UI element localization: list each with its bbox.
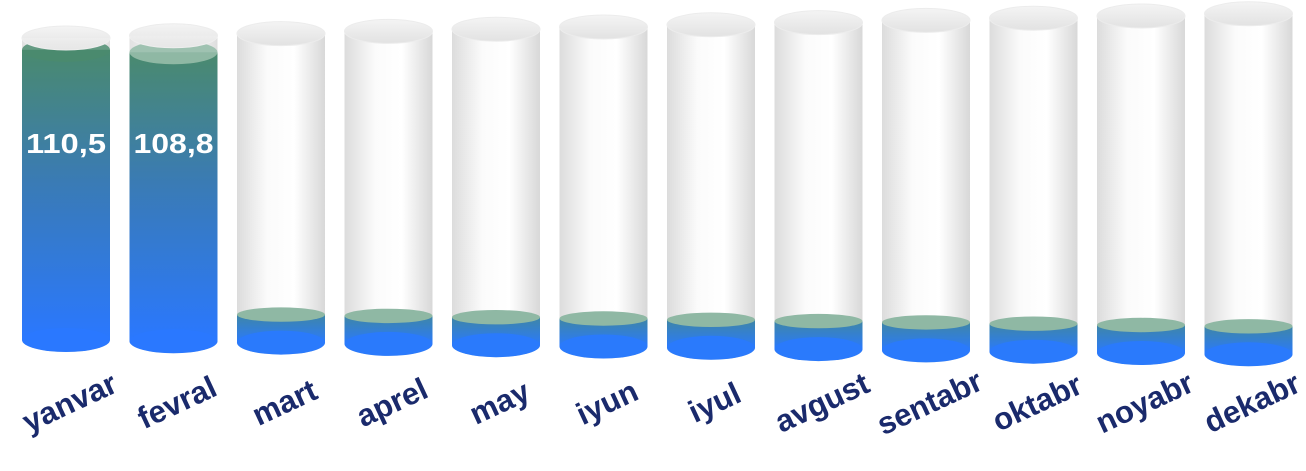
cylinder-tube-top bbox=[21, 25, 111, 51]
cylinder-tube bbox=[882, 20, 970, 351]
cylinder-tube-top bbox=[774, 10, 863, 36]
cylinder-tube-top bbox=[236, 21, 326, 47]
bar-fill-bottom bbox=[237, 330, 325, 355]
cylinder-avgust bbox=[774, 10, 863, 362]
cylinder-noyabr bbox=[1096, 3, 1186, 365]
category-labels-layer: yanvar fevral mart aprel may iyun iyul avgustse… bbox=[17, 363, 1306, 442]
cylinder-mart bbox=[236, 21, 326, 355]
cylinder-tube bbox=[559, 27, 648, 347]
bar-fill-bottom bbox=[344, 331, 433, 356]
bar-fill-cap bbox=[559, 311, 648, 326]
category-label-yanvar: yanvar bbox=[17, 365, 122, 439]
bar-fill-bottom bbox=[989, 339, 1078, 364]
bar-fill-fevral bbox=[129, 52, 218, 342]
cylinder-tube bbox=[237, 33, 325, 343]
cylinder-tube bbox=[1204, 13, 1293, 355]
category-label-dekabr: dekabr bbox=[1199, 365, 1306, 440]
cylinder-tube bbox=[344, 31, 433, 344]
cylinder-glass bbox=[22, 38, 110, 50]
bar-fill-cap bbox=[989, 316, 1078, 331]
cylinders-layer: 110,5 108,8 bbox=[21, 1, 1293, 367]
cylinder-fevral bbox=[129, 23, 218, 354]
category-label-mart: mart bbox=[247, 372, 323, 432]
data-label-fevral: 108,8 bbox=[134, 128, 214, 159]
bar-fill-bottom bbox=[774, 337, 863, 362]
bar-fill-cap bbox=[1097, 317, 1185, 333]
bar-fill-bottom bbox=[452, 333, 540, 358]
cylinder-tube-top bbox=[344, 18, 433, 44]
category-label-noyabr: noyabr bbox=[1090, 365, 1198, 440]
category-label-oktabr: oktabr bbox=[987, 367, 1088, 439]
cylinder-aprel bbox=[344, 18, 433, 356]
data-label-yanvar: 110,5 bbox=[26, 128, 106, 159]
cylinder-tube-top bbox=[129, 23, 218, 49]
cylinder-may bbox=[451, 16, 541, 358]
cylinder-tube-top bbox=[881, 7, 971, 33]
bar-fill-cap bbox=[237, 307, 325, 322]
cylinder-yanvar bbox=[21, 25, 111, 352]
category-label-avgust: avgust bbox=[769, 366, 874, 440]
bar-fill-bottom bbox=[22, 328, 110, 352]
bar-fill-cap bbox=[882, 315, 970, 330]
cylinder-oktabr bbox=[989, 5, 1078, 364]
category-label-iyul: iyul bbox=[683, 375, 746, 429]
category-label-may: may bbox=[464, 373, 536, 431]
cylinder-tube-top bbox=[666, 12, 756, 38]
cylinder-tube bbox=[774, 22, 863, 350]
bar-fill-bottom bbox=[1204, 342, 1293, 367]
cylinder-iyul bbox=[666, 12, 756, 360]
cylinder-tube-top bbox=[989, 5, 1078, 31]
bar-fill-bottom bbox=[559, 334, 648, 359]
bar-fill-bottom bbox=[1097, 341, 1185, 365]
category-label-aprel: aprel bbox=[351, 371, 433, 434]
bar-fill-cap bbox=[452, 310, 540, 325]
bar-fill-cap bbox=[344, 308, 433, 324]
category-label-iyun: iyun bbox=[571, 373, 644, 432]
cylinder-tube bbox=[989, 18, 1078, 352]
cylinder-tube bbox=[667, 24, 755, 348]
cylinder-tube-top bbox=[559, 14, 648, 40]
bar-fill-cap bbox=[667, 312, 755, 327]
bar-fill-bottom bbox=[129, 329, 218, 354]
category-label-sentabr: sentabr bbox=[871, 363, 987, 442]
cylinder-tube-top bbox=[1096, 3, 1186, 29]
cylinder-tube bbox=[1097, 16, 1185, 353]
cylinder-glass bbox=[129, 35, 218, 53]
bar-fill-bottom bbox=[882, 338, 970, 363]
bar-fill-yanvar bbox=[22, 49, 110, 341]
cylinder-tube bbox=[452, 29, 540, 346]
cylinder-sentabr bbox=[881, 7, 971, 363]
cylinder-tube-top bbox=[451, 16, 541, 42]
category-label-fevral: fevral bbox=[132, 369, 222, 436]
bar-fill-cap bbox=[1204, 319, 1293, 334]
bar-fill-cap bbox=[774, 313, 863, 329]
cylinder-dekabr bbox=[1204, 1, 1293, 367]
cylinder-tube-top bbox=[1204, 1, 1293, 27]
cylinder-iyun bbox=[559, 14, 648, 359]
bar-fill-bottom bbox=[667, 335, 755, 360]
